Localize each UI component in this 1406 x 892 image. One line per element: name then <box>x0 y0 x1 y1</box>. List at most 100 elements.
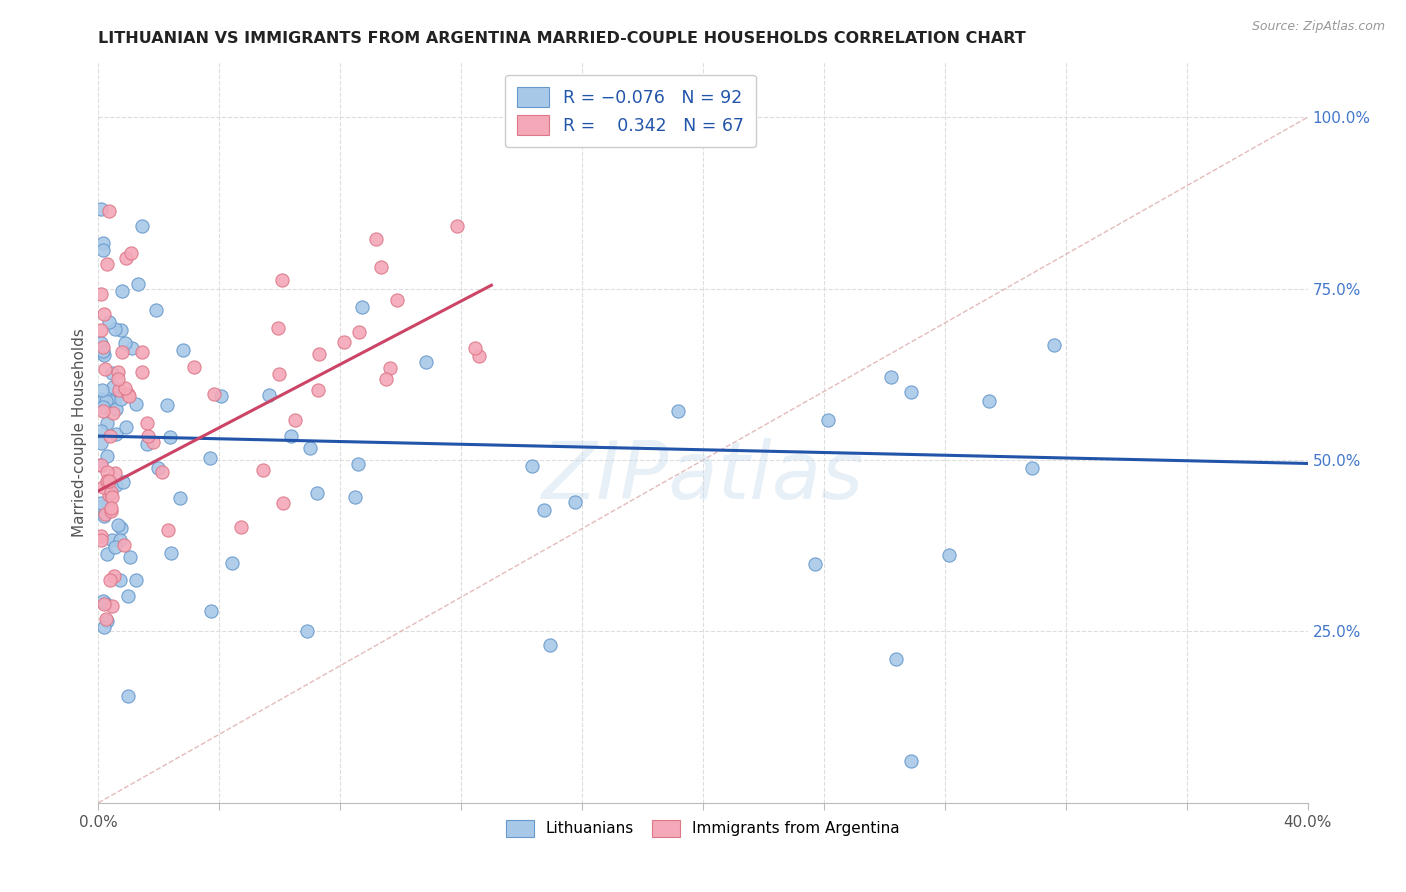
Point <box>879 370 901 384</box>
Point <box>90 392 112 407</box>
Point <box>100 501 122 516</box>
Point <box>90 458 112 472</box>
Point <box>101 366 124 380</box>
Point <box>467 349 489 363</box>
Point <box>127 277 149 292</box>
Point <box>136 429 159 443</box>
Point <box>804 557 827 571</box>
Point <box>352 300 374 314</box>
Point <box>90 424 112 438</box>
Point <box>91 344 114 359</box>
Point <box>307 383 329 397</box>
Text: LITHUANIAN VS IMMIGRANTS FROM ARGENTINA MARRIED-COUPLE HOUSEHOLDS CORRELATION CH: LITHUANIAN VS IMMIGRANTS FROM ARGENTINA … <box>98 31 1026 46</box>
Point <box>103 569 125 583</box>
Point <box>101 599 124 613</box>
Point <box>183 360 205 375</box>
Point <box>172 343 194 357</box>
Point <box>533 503 555 517</box>
Point <box>91 400 114 414</box>
Text: Source: ZipAtlas.com: Source: ZipAtlas.com <box>1251 20 1385 33</box>
Point <box>110 392 132 407</box>
Point <box>124 397 146 411</box>
Point <box>415 355 437 369</box>
Point <box>110 323 132 337</box>
Point <box>94 394 117 409</box>
Point <box>900 385 922 400</box>
Point <box>387 293 409 307</box>
Point <box>91 594 114 608</box>
Point <box>229 520 252 534</box>
Point <box>169 491 191 505</box>
Point <box>446 219 468 233</box>
Point <box>104 466 127 480</box>
Point <box>98 394 121 409</box>
Point <box>124 574 146 588</box>
Point <box>96 614 118 628</box>
Point <box>112 475 135 489</box>
Point <box>105 426 128 441</box>
Point <box>93 619 115 633</box>
Point <box>347 458 370 472</box>
Point <box>464 341 486 355</box>
Point <box>91 404 114 418</box>
Point <box>131 365 153 379</box>
Point <box>96 475 118 489</box>
Point <box>370 260 392 275</box>
Point <box>98 429 121 443</box>
Point <box>115 420 138 434</box>
Point <box>221 556 243 570</box>
Point <box>111 284 134 298</box>
Point <box>91 341 114 355</box>
Point <box>96 417 118 431</box>
Point <box>104 391 127 405</box>
Point <box>98 315 121 329</box>
Point <box>347 326 370 340</box>
Point <box>96 547 118 561</box>
Point <box>90 202 112 216</box>
Point <box>112 538 135 552</box>
Point <box>105 478 128 492</box>
Point <box>136 416 159 430</box>
Legend: Lithuanians, Immigrants from Argentina: Lithuanians, Immigrants from Argentina <box>501 814 905 843</box>
Text: ZIPatlas: ZIPatlas <box>541 438 865 516</box>
Point <box>94 596 117 610</box>
Point <box>93 243 115 257</box>
Point <box>280 429 302 443</box>
Point <box>93 508 115 522</box>
Point <box>131 344 153 359</box>
Point <box>91 236 114 251</box>
Point <box>98 204 121 219</box>
Point <box>117 689 139 703</box>
Point <box>118 389 141 403</box>
Point <box>136 436 159 450</box>
Point <box>101 490 124 504</box>
Point <box>104 541 127 555</box>
Point <box>295 624 318 638</box>
Point <box>107 517 129 532</box>
Point <box>96 257 118 271</box>
Point <box>131 219 153 233</box>
Point <box>114 336 136 351</box>
Point <box>378 361 401 376</box>
Point <box>90 383 112 397</box>
Point <box>101 406 124 420</box>
Point <box>146 461 169 475</box>
Point <box>90 287 112 301</box>
Point <box>666 404 689 418</box>
Y-axis label: Married-couple Households: Married-couple Households <box>72 328 87 537</box>
Point <box>93 509 115 524</box>
Point <box>104 322 127 336</box>
Point <box>91 499 114 513</box>
Point <box>111 345 134 359</box>
Point <box>252 463 274 477</box>
Point <box>101 533 124 547</box>
Point <box>114 381 136 395</box>
Point <box>90 529 112 543</box>
Point <box>93 598 115 612</box>
Point <box>343 490 366 504</box>
Point <box>209 389 232 403</box>
Point <box>269 367 291 381</box>
Point <box>93 308 115 322</box>
Point <box>108 383 131 397</box>
Point <box>117 387 139 401</box>
